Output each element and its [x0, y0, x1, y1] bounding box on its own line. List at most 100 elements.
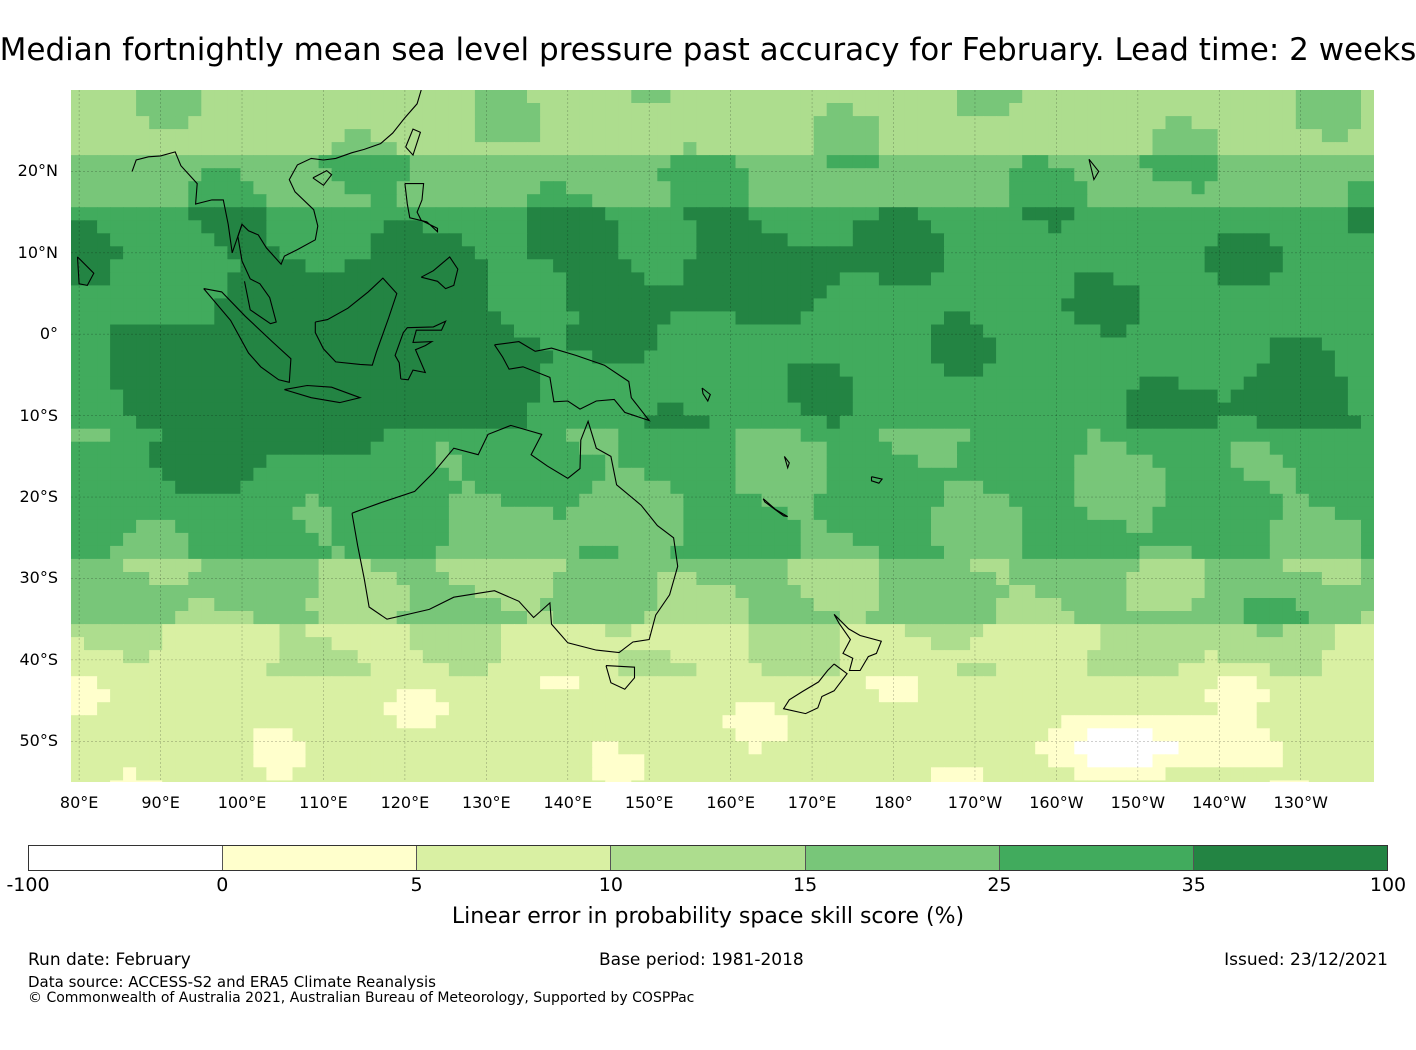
skill-cell	[448, 376, 463, 391]
skill-cell	[865, 532, 880, 547]
skill-cell	[514, 532, 528, 547]
skill-cell	[592, 246, 606, 260]
skill-cell	[1243, 220, 1258, 234]
skill-cell	[253, 363, 267, 378]
skill-cell	[852, 532, 867, 547]
skill-cell	[592, 532, 606, 547]
skill-cell	[71, 350, 85, 365]
skill-cell	[1230, 702, 1245, 716]
skill-cell	[878, 637, 893, 651]
skill-cell	[1139, 389, 1154, 404]
skill-cell	[787, 572, 802, 586]
skill-cell	[813, 129, 828, 143]
skill-cell	[1009, 142, 1023, 156]
skill-cell	[501, 233, 515, 247]
skill-cell	[904, 129, 919, 143]
skill-cell	[331, 454, 346, 469]
skill-cell	[1048, 676, 1062, 690]
skill-cell	[865, 389, 880, 404]
skill-cell	[1087, 506, 1101, 521]
skill-cell	[253, 558, 267, 573]
skill-cell	[461, 728, 476, 742]
skill-cell	[1204, 519, 1219, 534]
skill-cell	[748, 155, 763, 169]
skill-cell	[514, 402, 528, 417]
skill-cell	[488, 155, 502, 169]
skill-cell	[579, 168, 593, 182]
skill-cell	[917, 311, 932, 325]
skill-cell	[1061, 493, 1075, 508]
skill-cell	[318, 676, 333, 690]
skill-cell	[422, 689, 437, 703]
skill-cell	[1191, 259, 1206, 273]
skill-cell	[579, 272, 593, 286]
skill-cell	[488, 246, 502, 260]
skill-cell	[944, 350, 958, 365]
skill-cell	[1061, 389, 1075, 404]
skill-cell	[1334, 428, 1349, 443]
skill-cell	[1256, 103, 1271, 117]
skill-cell	[1152, 402, 1167, 417]
skill-cell	[540, 689, 554, 703]
skill-cell	[787, 676, 802, 690]
skill-cell	[279, 519, 294, 534]
skill-cell	[813, 480, 828, 495]
skill-cell	[409, 689, 424, 703]
skill-cell	[136, 493, 150, 508]
skill-cell	[253, 207, 267, 221]
skill-cell	[553, 402, 567, 417]
skill-cell	[774, 90, 789, 104]
skill-cell	[618, 181, 632, 195]
skill-cell	[110, 350, 124, 365]
skill-cell	[1204, 194, 1219, 208]
skill-cell	[396, 207, 411, 221]
skill-cell	[996, 220, 1010, 234]
skill-cell	[683, 337, 697, 352]
skill-cell	[1204, 454, 1219, 469]
skill-cell	[800, 454, 815, 469]
skill-cell	[1321, 415, 1336, 430]
skill-cell	[1009, 519, 1023, 534]
skill-cell	[996, 259, 1010, 273]
skill-cell	[292, 519, 307, 534]
skill-cell	[97, 545, 111, 560]
skill-cell	[983, 220, 997, 234]
skill-cell	[1230, 181, 1245, 195]
skill-cell	[1361, 454, 1374, 469]
skill-cell	[1321, 129, 1336, 143]
skill-cell	[1282, 298, 1297, 312]
skill-cell	[839, 246, 854, 260]
skill-cell	[448, 116, 463, 130]
skill-cell	[996, 298, 1010, 312]
skill-cell	[761, 611, 776, 625]
skill-cell	[71, 467, 85, 482]
skill-cell	[735, 415, 750, 430]
skill-cell	[188, 637, 202, 651]
skill-cell	[631, 103, 645, 117]
skill-cell	[709, 103, 724, 117]
skill-cell	[1321, 715, 1336, 729]
skill-cell	[852, 637, 867, 651]
skill-cell	[1061, 715, 1075, 729]
skill-cell	[878, 90, 893, 104]
skill-cell	[592, 676, 606, 690]
skill-cell	[461, 389, 476, 404]
skill-cell	[123, 259, 137, 273]
skill-cell	[813, 142, 828, 156]
skill-cell	[344, 350, 359, 365]
skill-cell	[331, 402, 346, 417]
skill-cell	[214, 376, 228, 391]
skill-cell	[1321, 246, 1336, 260]
skill-cell	[813, 376, 828, 391]
skill-cell	[735, 116, 750, 130]
skill-cell	[396, 246, 411, 260]
skill-cell	[292, 155, 307, 169]
skill-cell	[110, 572, 124, 586]
skill-cell	[1139, 689, 1154, 703]
skill-cell	[904, 480, 919, 495]
skill-cell	[1347, 155, 1362, 169]
skill-cell	[761, 168, 776, 182]
skill-cell	[566, 181, 580, 195]
skill-cell	[123, 415, 137, 430]
skill-cell	[214, 441, 228, 456]
